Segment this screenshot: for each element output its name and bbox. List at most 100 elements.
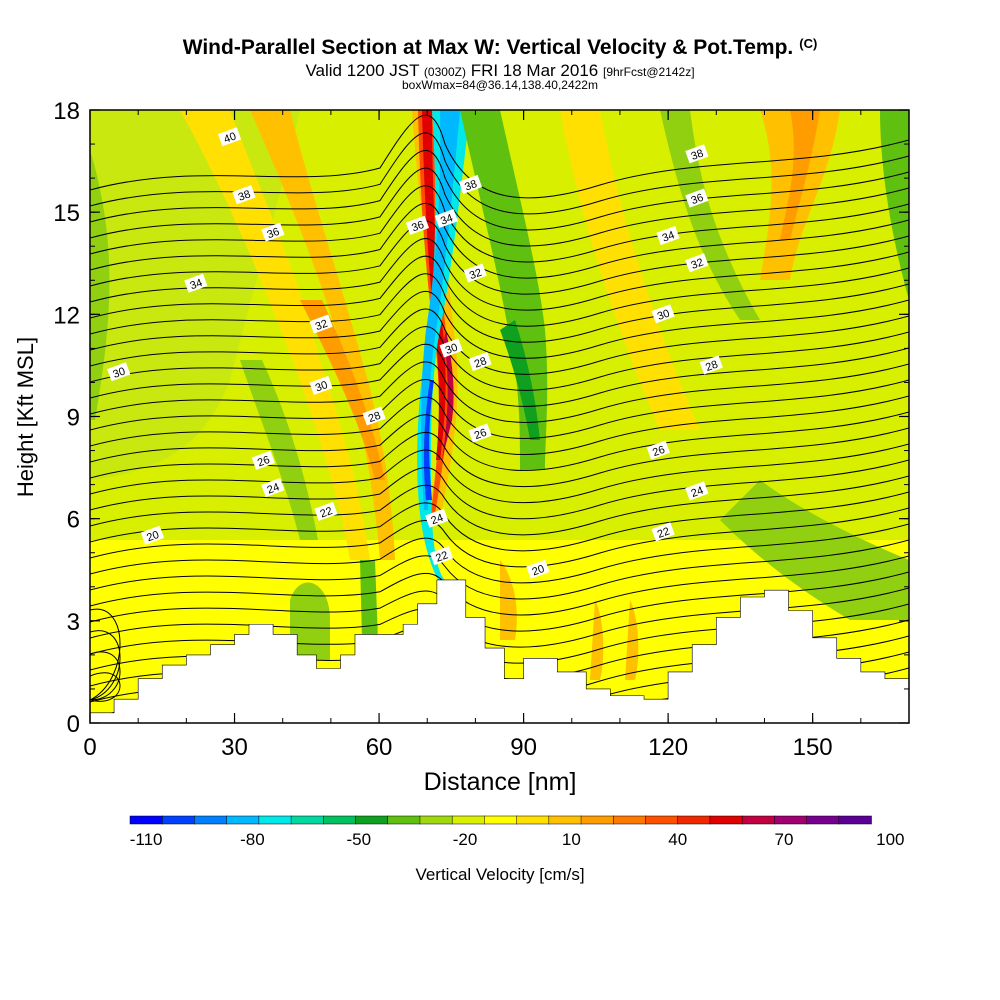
theta-label: 36	[261, 222, 285, 242]
theta-label: 22	[651, 522, 675, 542]
theta-label-bg	[463, 263, 487, 283]
theta-label-bg	[429, 546, 454, 566]
colorbar-swatch	[580, 815, 615, 825]
theta-label-text: 36	[690, 192, 706, 207]
x-tick-label: 0	[83, 734, 96, 761]
theta-label-text: 26	[651, 444, 667, 459]
chart-subtitle: Valid 1200 JST (0300Z) FRI 18 Mar 2016 […	[305, 61, 695, 80]
terrain-profile	[89, 579, 910, 724]
theta-label: 28	[362, 406, 386, 426]
theta-label-text: 26	[473, 427, 489, 442]
colorbar-swatch	[226, 815, 260, 825]
theta-label-text: 28	[367, 410, 383, 425]
theta-contour-line	[90, 395, 909, 456]
theta-label-bg	[646, 440, 670, 460]
theta-label: 26	[251, 450, 275, 470]
theta-label-text: 24	[429, 512, 445, 527]
theta-label-bg	[309, 375, 333, 395]
colorbar-tick-label: 10	[562, 830, 581, 849]
theta-contour-line	[90, 630, 121, 701]
theta-label-bg	[656, 226, 680, 246]
theta-contour-line	[90, 238, 909, 311]
theta-label-bg	[232, 185, 256, 205]
colorbar-swatch	[161, 815, 196, 825]
x-tick-label: 90	[510, 734, 537, 761]
x-tick-label: 150	[793, 734, 833, 761]
theta-label-text: 26	[256, 454, 272, 469]
colorbar-swatch	[613, 815, 647, 825]
theta-label: 30	[309, 375, 333, 395]
theta-label-bg	[251, 450, 275, 470]
colorbar-tick-label: 70	[775, 830, 794, 849]
colorbar-swatch	[129, 815, 163, 825]
theta-label: 32	[463, 263, 487, 283]
colorbar-swatch	[387, 815, 421, 825]
y-tick-label: 3	[67, 609, 80, 636]
theta-label-text: 32	[314, 318, 330, 333]
theta-label-bg	[685, 481, 709, 501]
theta-contour-line	[90, 379, 909, 440]
theta-contour-line	[90, 651, 121, 701]
theta-label: 24	[685, 481, 709, 501]
theta-contour-line	[90, 255, 909, 327]
colorbar-tick-label: 100	[876, 830, 904, 849]
y-tick-label: 15	[53, 200, 80, 227]
theta-labels: 40 38 36 34 32 30 30 28 26 24 22 20 36 34 38 32 30 28 26 24…	[107, 127, 723, 579]
theta-label: 32	[685, 253, 709, 273]
theta-label-bg	[107, 362, 131, 382]
colorbar-swatch	[355, 815, 389, 825]
theta-label: 40	[217, 127, 242, 147]
colorbar-swatch	[741, 815, 776, 825]
colorbar-tick-label: -80	[240, 830, 265, 849]
theta-label-text: 32	[468, 267, 484, 282]
y-tick-label: 9	[67, 405, 80, 432]
theta-label-bg	[458, 174, 483, 194]
theta-label-bg	[184, 273, 208, 293]
theta-label-bg	[362, 406, 386, 426]
theta-label: 28	[699, 355, 723, 375]
theta-label-bg	[651, 304, 675, 324]
theta-label: 22	[429, 546, 454, 566]
theta-contour-line	[90, 114, 909, 199]
theta-label-text: 24	[690, 485, 706, 500]
theta-label: 22	[314, 501, 338, 521]
theta-contour-line	[90, 308, 909, 375]
theta-contour-line	[90, 167, 909, 247]
theta-label-text: 34	[661, 229, 677, 244]
colorbar-swatch	[323, 815, 357, 825]
theta-label: 38	[685, 144, 709, 164]
theta-contour-line	[90, 290, 909, 359]
theta-label: 38	[458, 174, 483, 194]
x-tick-label: 30	[221, 734, 248, 761]
theta-contour-line	[90, 443, 909, 504]
colorbar-tick-label: -110	[130, 830, 163, 849]
theta-label-text: 30	[314, 379, 330, 394]
theta-label-bg	[685, 253, 709, 273]
theta-label-text: 34	[189, 277, 205, 292]
colorbar-swatch	[484, 815, 518, 825]
theta-label-bg	[468, 423, 492, 443]
theta-label-text: 30	[111, 365, 127, 380]
y-tick-label: 6	[67, 507, 80, 534]
theta-label: 32	[309, 314, 333, 334]
colorbar-swatch	[516, 815, 550, 825]
theta-label: 24	[425, 508, 449, 528]
terrain	[89, 579, 910, 724]
theta-label-text: 34	[439, 212, 455, 227]
x-tick-label: 60	[366, 734, 393, 761]
theta-contour-line	[90, 608, 121, 701]
theta-label-bg	[217, 127, 242, 147]
theta-contour-line	[90, 185, 909, 263]
theta-label-text: 38	[463, 178, 479, 193]
theta-label-bg	[439, 338, 463, 358]
x-axis-label: Distance [nm]	[424, 768, 577, 796]
theta-label: 30	[439, 338, 463, 358]
theta-label-text: 22	[656, 525, 672, 540]
theta-label: 34	[184, 273, 208, 293]
chart-title: Wind-Parallel Section at Max W: Vertical…	[182, 36, 818, 59]
colorbar-swatch	[258, 815, 292, 825]
theta-label-text: 20	[531, 563, 547, 578]
theta-contour-line	[90, 672, 121, 702]
theta-label-text: 30	[444, 342, 460, 357]
